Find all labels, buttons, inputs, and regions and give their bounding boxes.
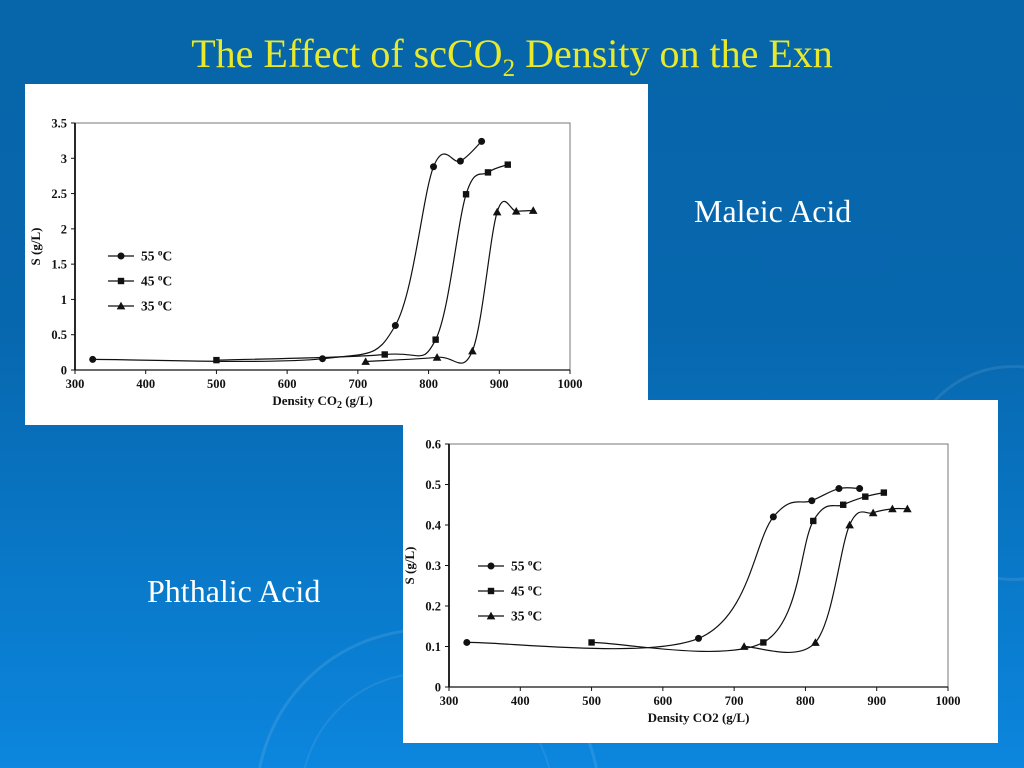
- axes: 300 400 500 600 700 800 900 1000 0 0.1 0.2 0.3 0.4 0.…: [403, 438, 961, 726]
- phthalic-acid-label: Phthalic Acid: [147, 573, 321, 609]
- series-55C: [463, 485, 864, 650]
- phthalic-solubility-chart: 300 400 500 600 700 800 900 1000 0 0.1 0.2 0.3 0.4 0.…: [403, 438, 961, 726]
- maleic-solubility-chart: 300 400 500 600 700 800 900 1000 0 0.5 1 1.5 2 2.5 3 3.…: [28, 117, 583, 412]
- legend-label: 45 oC: [511, 583, 542, 599]
- x-tick-label: 500: [582, 694, 601, 708]
- x-axis-title: Density CO2 (g/L): [272, 393, 372, 411]
- legend-label: 55 oC: [511, 558, 542, 574]
- y-tick-label: 0.3: [425, 559, 441, 573]
- y-tick-label: 1: [61, 293, 67, 307]
- legend-label: 55 oC: [141, 248, 172, 264]
- slide-title-subscript: 2: [502, 55, 516, 82]
- x-tick-label: 900: [490, 377, 509, 391]
- y-tick-label: 0.5: [51, 328, 67, 342]
- x-tick-label: 700: [725, 694, 744, 708]
- legend-label: 45 oC: [141, 273, 172, 289]
- y-tick-label: 2.5: [51, 187, 67, 201]
- x-tick-label: 400: [136, 377, 155, 391]
- axes: 300 400 500 600 700 800 900 1000 0 0.5 1 1.5 2 2.5 3 3.…: [28, 117, 583, 412]
- series-45C: [213, 161, 511, 364]
- y-tick-label: 0: [435, 681, 441, 695]
- x-tick-label: 900: [867, 694, 886, 708]
- x-tick-label: 700: [348, 377, 367, 391]
- y-tick-label: 3.5: [51, 117, 67, 131]
- maleic-acid-label: Maleic Acid: [694, 193, 852, 229]
- x-tick-label: 400: [511, 694, 530, 708]
- x-tick-label: 300: [440, 694, 459, 708]
- y-tick-label: 1.5: [51, 258, 67, 272]
- legend: 55 oC 45 oC 35 oC: [108, 248, 172, 314]
- x-tick-label: 800: [796, 694, 815, 708]
- legend: 55 oC 45 oC 35 oC: [478, 558, 542, 624]
- series-35C: [361, 200, 538, 365]
- x-tick-label: 600: [278, 377, 297, 391]
- y-tick-label: 0.5: [425, 478, 441, 492]
- x-tick-label: 1000: [936, 694, 961, 708]
- y-tick-label: 0.4: [425, 519, 441, 533]
- phthalic-chart-panel: 300 400 500 600 700 800 900 1000 0 0.1 0.2 0.3 0.4 0.…: [403, 400, 998, 743]
- x-tick-label: 1000: [558, 377, 583, 391]
- x-axis-title: Density CO2 (g/L): [648, 710, 750, 725]
- y-tick-label: 0.2: [425, 600, 441, 614]
- x-tick-label: 500: [207, 377, 226, 391]
- y-axis-title: S (g/L): [403, 547, 417, 585]
- y-tick-label: 3: [61, 152, 67, 166]
- x-tick-label: 300: [66, 377, 85, 391]
- slide-title-text: The Effect of scCO: [191, 31, 503, 76]
- y-tick-label: 2: [61, 222, 67, 236]
- y-tick-label: 0.1: [425, 640, 441, 654]
- x-tick-label: 600: [653, 694, 672, 708]
- slide-title: The Effect of scCO2 Density on the Exn: [0, 30, 1024, 81]
- slide-title-text: Density on the Exn: [515, 31, 833, 76]
- y-tick-label: 0.6: [425, 438, 441, 452]
- y-axis-title: S (g/L): [28, 228, 43, 266]
- series-45C: [588, 489, 888, 652]
- legend-label: 35 oC: [141, 298, 172, 314]
- x-tick-label: 800: [419, 377, 438, 391]
- y-tick-label: 0: [61, 364, 67, 378]
- legend-label: 35 oC: [511, 608, 542, 624]
- series-35C: [739, 504, 912, 654]
- maleic-chart-panel: 300 400 500 600 700 800 900 1000 0 0.5 1 1.5 2 2.5 3 3.…: [25, 84, 648, 425]
